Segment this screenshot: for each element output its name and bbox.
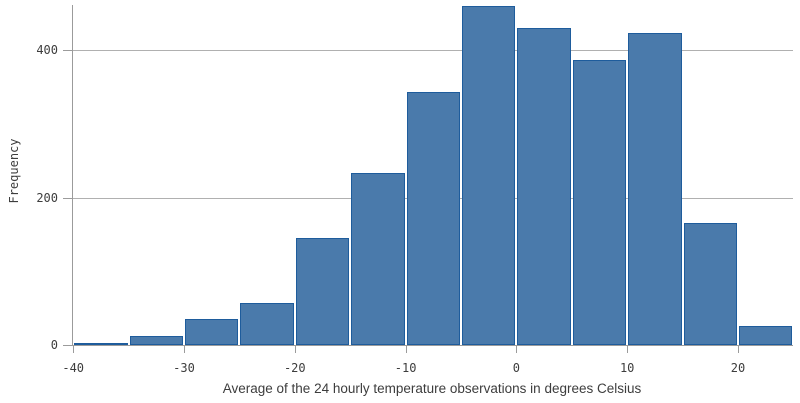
histogram-bar[interactable]: [351, 173, 405, 345]
x-axis-line: [72, 345, 793, 346]
x-axis-tick: [405, 345, 407, 353]
y-gridline: [72, 50, 793, 51]
histogram-bar[interactable]: [683, 222, 737, 345]
x-tick-label: -30: [173, 361, 195, 375]
y-axis-line: [72, 5, 73, 345]
histogram-bar[interactable]: [185, 319, 239, 345]
x-tick-label: 10: [619, 361, 635, 375]
y-tick-label: 0: [50, 338, 58, 352]
x-axis-tick: [516, 345, 518, 353]
x-axis-tick: [73, 345, 75, 353]
x-tick-label: 20: [730, 361, 746, 375]
x-axis-title: Average of the 24 hourly temperature obs…: [222, 381, 642, 396]
x-axis-tick: [184, 345, 185, 353]
x-axis-tick: [294, 345, 296, 353]
histogram-bar[interactable]: [462, 5, 516, 345]
y-axis-tick: [63, 197, 72, 199]
x-axis-tick: [738, 345, 739, 353]
histogram-bar[interactable]: [129, 336, 183, 345]
histogram-bar[interactable]: [572, 60, 627, 345]
x-tick-label: 0: [512, 361, 521, 375]
x-axis-tick: [627, 345, 629, 353]
histogram-bar[interactable]: [406, 92, 460, 345]
histogram-bar[interactable]: [295, 238, 350, 345]
y-tick-label: 400: [36, 43, 58, 57]
y-tick-label: 200: [36, 190, 58, 205]
histogram-bar[interactable]: [628, 33, 682, 345]
x-tick-label: -10: [394, 361, 417, 375]
x-tick-label: -20: [283, 361, 306, 375]
y-axis-tick: [63, 50, 72, 51]
x-tick-label: -40: [62, 361, 85, 375]
histogram-bar[interactable]: [240, 302, 294, 345]
histogram-bar[interactable]: [74, 343, 128, 345]
histogram-bar[interactable]: [517, 27, 571, 345]
histogram-bar[interactable]: [739, 325, 793, 345]
y-axis-tick: [63, 345, 72, 346]
